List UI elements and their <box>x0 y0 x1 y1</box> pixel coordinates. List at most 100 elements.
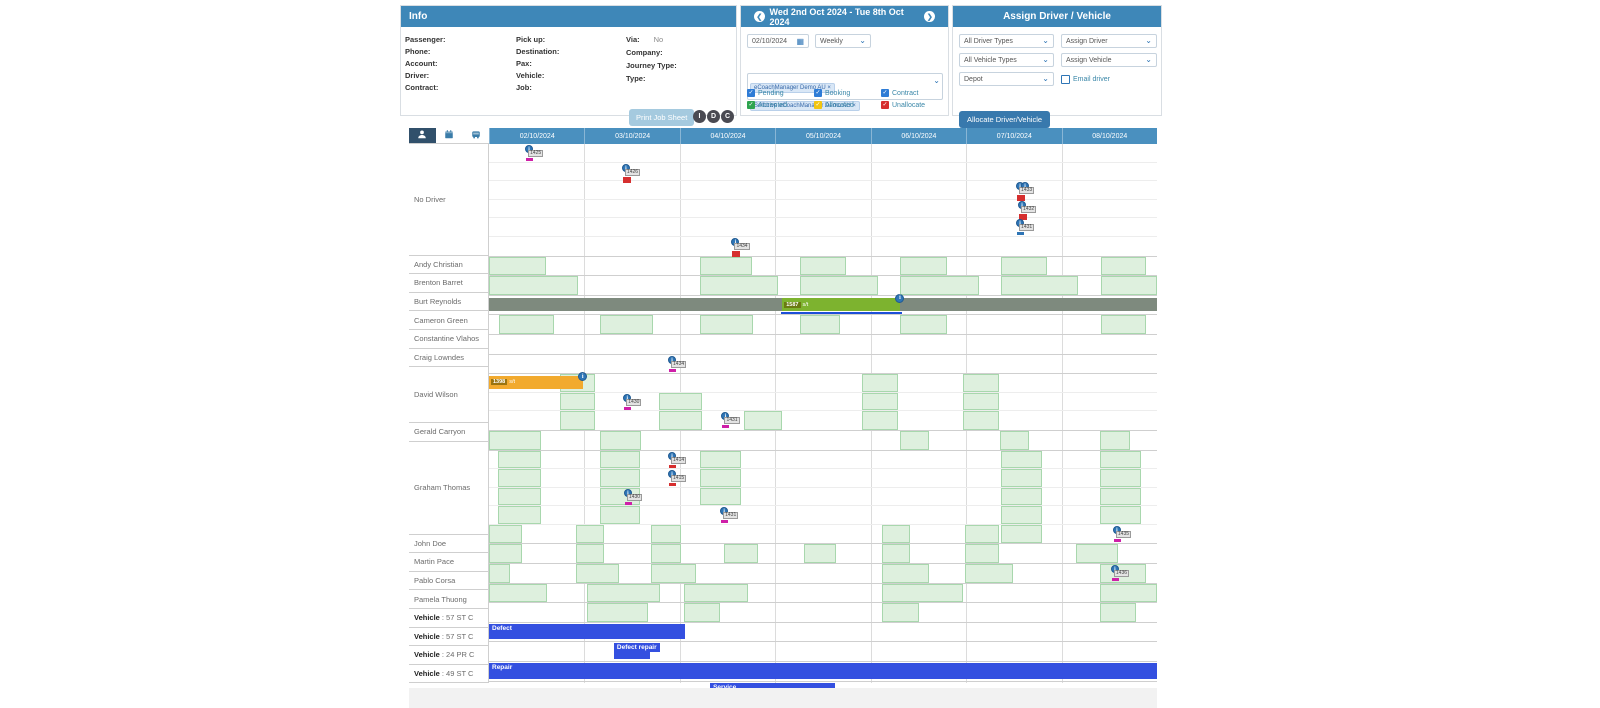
drivers-tab[interactable] <box>409 128 436 143</box>
info-icon[interactable]: i <box>578 372 588 382</box>
vehicle-status-bar[interactable]: Defect repair <box>613 643 660 660</box>
availability-block[interactable] <box>1000 469 1043 487</box>
select-all-driver-types[interactable]: All Driver Types ⌄ <box>959 34 1054 48</box>
availability-block[interactable] <box>651 524 682 544</box>
availability-block[interactable] <box>1100 487 1141 506</box>
availability-block[interactable] <box>559 392 596 411</box>
availability-block[interactable] <box>1000 256 1048 276</box>
job-bar-allocated[interactable]: 1398 s/t i <box>489 372 588 389</box>
availability-block[interactable] <box>684 603 721 622</box>
availability-block[interactable] <box>900 315 948 334</box>
availability-block[interactable] <box>575 524 604 544</box>
vehicles-tab[interactable] <box>462 128 489 143</box>
print-job-sheet-button[interactable]: Print Job Sheet <box>629 109 695 126</box>
availability-block[interactable] <box>800 256 846 276</box>
availability-block[interactable] <box>575 544 604 564</box>
job-bar-accepted[interactable]: 1587 s/t i <box>782 293 905 312</box>
availability-block[interactable] <box>559 411 596 430</box>
availability-block[interactable] <box>651 564 697 583</box>
availability-block[interactable] <box>1100 315 1147 334</box>
availability-block[interactable] <box>1100 583 1157 603</box>
availability-block[interactable] <box>497 469 542 487</box>
availability-block[interactable] <box>599 315 653 334</box>
availability-block[interactable] <box>659 392 703 411</box>
availability-block[interactable] <box>489 544 522 564</box>
circle-button-d[interactable]: D <box>707 110 720 123</box>
availability-block[interactable] <box>1000 506 1043 524</box>
availability-block[interactable] <box>575 564 619 583</box>
availability-block[interactable] <box>1076 544 1119 564</box>
availability-block[interactable] <box>700 469 742 487</box>
availability-block[interactable] <box>489 276 578 295</box>
availability-block[interactable] <box>804 544 836 564</box>
availability-block[interactable] <box>489 430 542 450</box>
availability-block[interactable] <box>1000 487 1043 506</box>
availability-block[interactable] <box>900 256 948 276</box>
status-filter-unallocate[interactable]: ✓ Unallocate <box>881 101 925 109</box>
availability-block[interactable] <box>1000 450 1043 469</box>
availability-block[interactable] <box>800 315 841 334</box>
calendar-icon[interactable]: ▦ <box>796 36 804 46</box>
availability-block[interactable] <box>497 450 542 469</box>
availability-block[interactable] <box>700 315 753 334</box>
availability-block[interactable] <box>862 392 899 411</box>
availability-block[interactable] <box>899 430 930 450</box>
availability-block[interactable] <box>1000 430 1030 450</box>
availability-block[interactable] <box>964 524 1000 544</box>
select-all-vehicle-types[interactable]: All Vehicle Types ⌄ <box>959 53 1054 67</box>
availability-block[interactable] <box>1100 506 1141 524</box>
next-week-button[interactable]: ❯ <box>924 11 936 22</box>
availability-block[interactable] <box>964 544 1000 564</box>
availability-block[interactable] <box>900 276 979 295</box>
availability-block[interactable] <box>599 430 642 450</box>
availability-block[interactable] <box>800 276 879 295</box>
prev-week-button[interactable]: ❮ <box>754 11 765 22</box>
circle-button-i[interactable]: I <box>693 110 706 123</box>
circle-button-c[interactable]: C <box>721 110 734 123</box>
availability-block[interactable] <box>587 583 660 603</box>
availability-block[interactable] <box>964 564 1013 583</box>
availability-block[interactable] <box>862 411 899 430</box>
availability-block[interactable] <box>700 450 742 469</box>
availability-block[interactable] <box>489 524 522 544</box>
allocate-driver-vehicle-button[interactable]: Allocate Driver/Vehicle <box>959 111 1051 128</box>
availability-block[interactable] <box>700 256 753 276</box>
status-filter-pending[interactable]: ✓ Pending <box>747 89 784 97</box>
availability-block[interactable] <box>489 256 546 276</box>
availability-block[interactable] <box>659 411 703 430</box>
vehicle-status-bar[interactable]: Repair <box>489 663 1157 679</box>
availability-block[interactable] <box>962 411 999 430</box>
info-icon[interactable]: i <box>895 293 905 303</box>
availability-block[interactable] <box>1000 276 1079 295</box>
status-filter-accepted[interactable]: ✓ Accepted <box>747 101 787 109</box>
select-assign-driver[interactable]: Assign Driver ⌄ <box>1061 34 1157 48</box>
select-assign-vehicle[interactable]: Assign Vehicle ⌄ <box>1061 53 1157 67</box>
availability-block[interactable] <box>489 564 510 583</box>
availability-block[interactable] <box>599 450 640 469</box>
availability-block[interactable] <box>684 583 749 603</box>
availability-block[interactable] <box>744 411 782 430</box>
availability-block[interactable] <box>497 506 542 524</box>
email-driver-checkbox[interactable]: Email driver <box>1061 75 1110 84</box>
availability-block[interactable] <box>499 315 554 334</box>
date-input[interactable]: 02/10/2024 ▦ <box>747 34 809 48</box>
company-tag[interactable]: eCoachManager Demo AU × <box>750 83 835 93</box>
availability-block[interactable] <box>700 276 778 295</box>
jobs-tab[interactable] <box>436 128 463 143</box>
availability-block[interactable] <box>1100 450 1141 469</box>
availability-block[interactable] <box>862 374 899 392</box>
availability-block[interactable] <box>724 544 758 564</box>
availability-block[interactable] <box>882 583 963 603</box>
availability-block[interactable] <box>651 544 682 564</box>
availability-block[interactable] <box>1100 603 1137 622</box>
availability-block[interactable] <box>882 524 911 544</box>
availability-block[interactable] <box>882 544 911 564</box>
availability-block[interactable] <box>962 374 999 392</box>
availability-block[interactable] <box>1000 524 1043 544</box>
availability-block[interactable] <box>1100 256 1147 276</box>
availability-block[interactable] <box>1100 430 1130 450</box>
availability-block[interactable] <box>587 603 648 622</box>
status-filter-contract[interactable]: ✓ Contract <box>881 89 918 97</box>
availability-block[interactable] <box>882 564 929 583</box>
availability-block[interactable] <box>700 487 742 506</box>
